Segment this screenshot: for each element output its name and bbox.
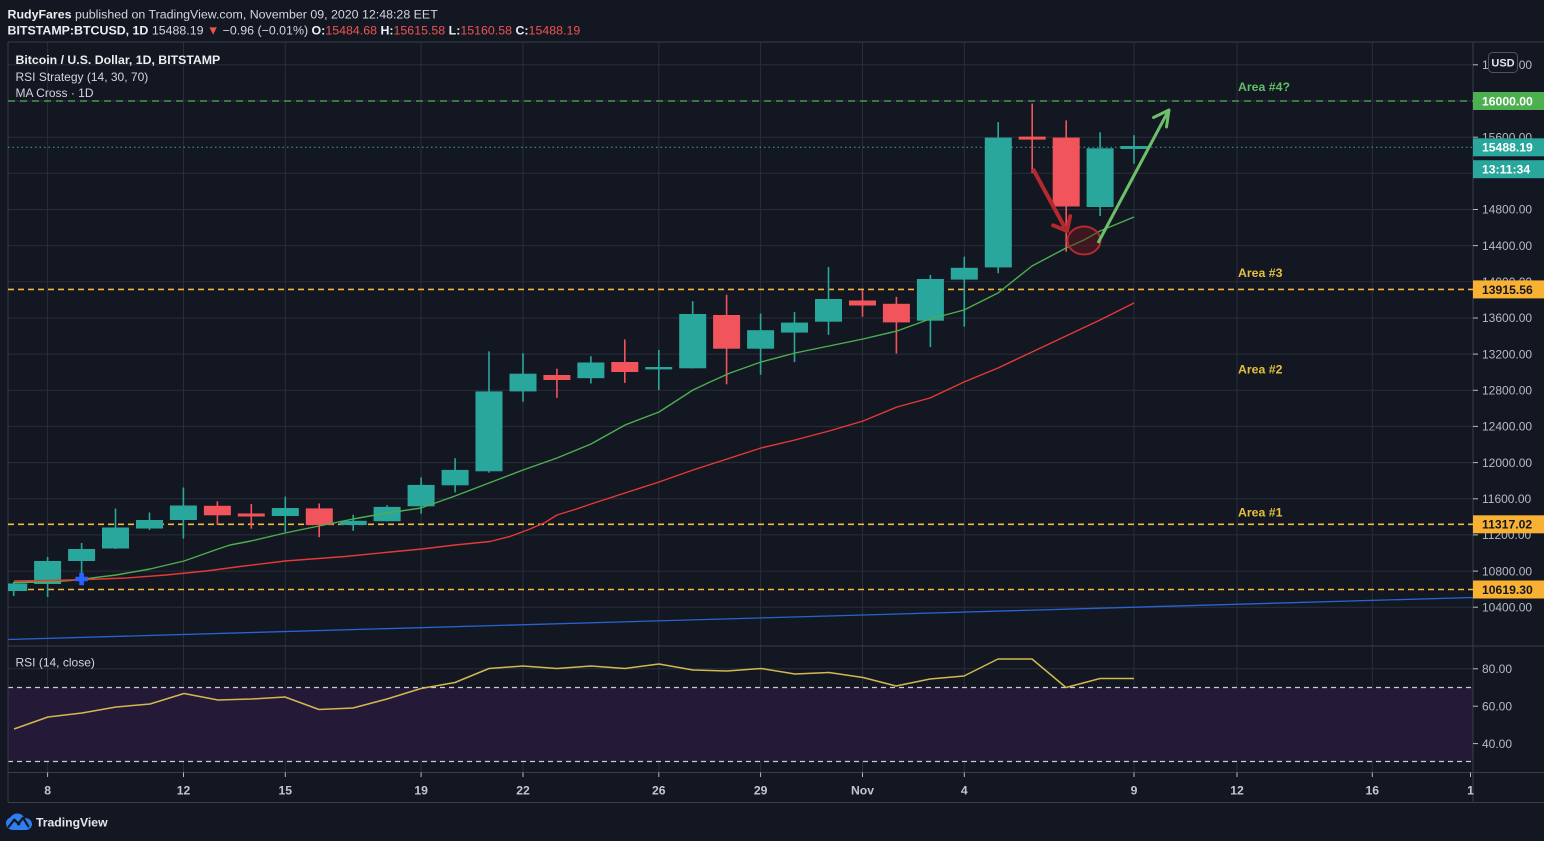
svg-text:29: 29 <box>754 784 768 798</box>
svg-text:RSI (14, close): RSI (14, close) <box>16 656 95 670</box>
svg-text:TradingView: TradingView <box>36 816 108 830</box>
svg-text:10800.00: 10800.00 <box>1482 564 1532 578</box>
svg-text:40.00: 40.00 <box>1482 737 1512 751</box>
svg-text:13:11:34: 13:11:34 <box>1482 163 1530 177</box>
svg-text:12400.00: 12400.00 <box>1482 420 1532 434</box>
svg-text:RSI Strategy (14, 30, 70): RSI Strategy (14, 30, 70) <box>16 70 149 84</box>
svg-text:BITSTAMP:BTCUSD, 1D 15488.19 ▼: BITSTAMP:BTCUSD, 1D 15488.19 ▼ −0.96 (−0… <box>8 24 581 38</box>
svg-text:Area #1: Area #1 <box>1238 506 1283 520</box>
svg-text:19: 19 <box>414 784 428 798</box>
svg-text:16000.00: 16000.00 <box>1482 94 1533 108</box>
svg-text:11600.00: 11600.00 <box>1482 492 1531 506</box>
svg-text:10619.30: 10619.30 <box>1482 583 1533 597</box>
svg-text:8: 8 <box>44 784 51 798</box>
svg-text:12000.00: 12000.00 <box>1482 456 1532 470</box>
svg-text:60.00: 60.00 <box>1482 699 1512 713</box>
svg-text:Area #4?: Area #4? <box>1238 80 1290 94</box>
svg-text:USD: USD <box>1491 58 1514 70</box>
svg-text:12: 12 <box>1230 784 1244 798</box>
svg-text:26: 26 <box>652 784 666 798</box>
svg-text:4: 4 <box>961 784 968 798</box>
svg-text:10400.00: 10400.00 <box>1482 600 1532 614</box>
svg-text:11317.02: 11317.02 <box>1482 518 1532 532</box>
svg-text:14800.00: 14800.00 <box>1482 203 1532 217</box>
svg-text:Area #2: Area #2 <box>1238 363 1283 377</box>
svg-text:Area #3: Area #3 <box>1238 266 1283 280</box>
svg-text:12: 12 <box>177 784 191 798</box>
svg-text:13200.00: 13200.00 <box>1482 347 1532 361</box>
svg-text:12800.00: 12800.00 <box>1482 384 1532 398</box>
svg-text:22: 22 <box>516 784 530 798</box>
svg-text:RudyFares published on Trading: RudyFares published on TradingView.com, … <box>8 8 439 22</box>
svg-text:13600.00: 13600.00 <box>1482 311 1532 325</box>
svg-text:80.00: 80.00 <box>1482 662 1512 676</box>
svg-text:16: 16 <box>1366 784 1380 798</box>
svg-text:Nov: Nov <box>851 784 874 798</box>
svg-text:14400.00: 14400.00 <box>1482 239 1532 253</box>
svg-text:1: 1 <box>1467 784 1474 798</box>
svg-text:Bitcoin / U.S. Dollar, 1D, BIT: Bitcoin / U.S. Dollar, 1D, BITSTAMP <box>16 53 221 67</box>
svg-text:15488.19: 15488.19 <box>1482 141 1533 155</box>
svg-text:9: 9 <box>1131 784 1138 798</box>
svg-text:15: 15 <box>279 784 293 798</box>
svg-text:13915.56: 13915.56 <box>1482 283 1533 297</box>
svg-text:MA Cross · 1D: MA Cross · 1D <box>16 86 94 100</box>
